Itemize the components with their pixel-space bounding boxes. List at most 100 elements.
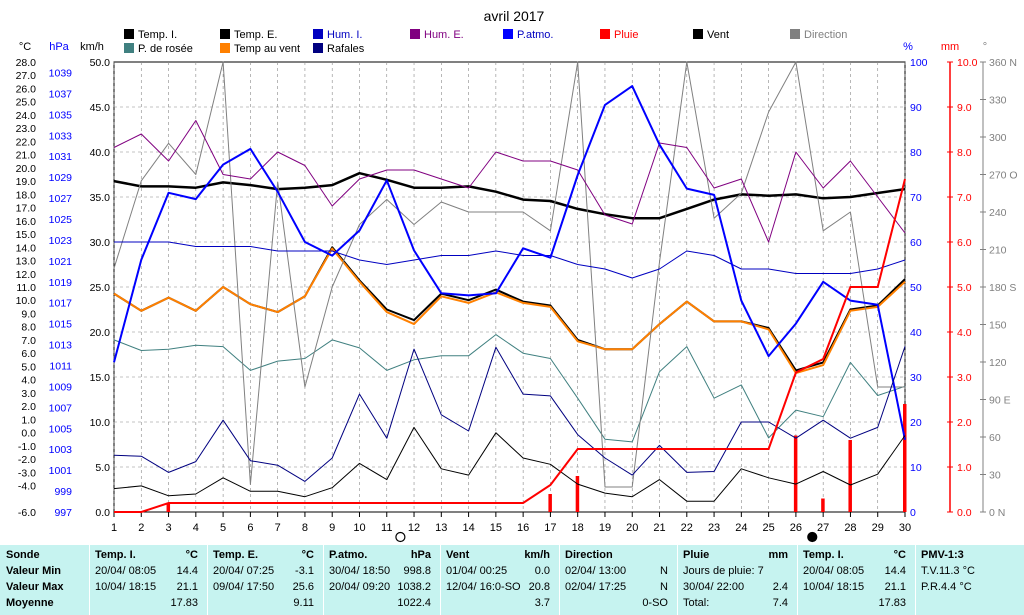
rain-tick-label: 1.0: [957, 462, 972, 474]
x-tick-label: 7: [275, 522, 281, 534]
temp-tick-label: 22.0: [16, 136, 37, 148]
legend-label: Direction: [804, 29, 847, 41]
press-unit-label: hPa: [49, 41, 69, 53]
legend-label: Temp au vent: [234, 43, 300, 55]
press-tick-label: 1009: [49, 381, 73, 393]
x-tick-label: 17: [544, 522, 556, 534]
table-cell-value: 14.4: [884, 565, 906, 577]
x-tick-label: 27: [817, 522, 829, 534]
series-line-hum-i: [114, 241, 906, 279]
legend-label: Hum. I.: [327, 29, 362, 41]
table-header: Pluie: [683, 549, 710, 561]
x-tick-label: 1: [111, 522, 117, 534]
table-header: Direction: [565, 549, 613, 561]
dir-tick-label: 30: [989, 470, 1001, 482]
legend-swatch: [410, 29, 420, 39]
table-column: Temp. I. °C 20/04/ 08:05 14.4 10/04/ 18:15 21…: [797, 545, 912, 615]
rain-bars: [166, 404, 907, 512]
rain-daily-bar: [848, 440, 852, 512]
dir-tick-label: 360 N: [989, 57, 1017, 69]
temp-tick-label: 10.0: [16, 295, 37, 307]
dir-tick-label: 330: [989, 95, 1007, 107]
legend-label: Temp. I.: [138, 29, 177, 41]
table-cell-time: Jours de pluie: 7: [683, 565, 764, 577]
dir-tick-label: 300: [989, 132, 1007, 144]
table-cell-value: 9.11: [293, 597, 314, 609]
temp-tick-label: 16.0: [16, 216, 37, 228]
rain-tick-label: 6.0: [957, 237, 972, 249]
x-tick-label: 11: [381, 522, 392, 534]
press-tick-label: 1013: [49, 340, 73, 352]
press-tick-label: 1029: [49, 172, 73, 184]
x-tick-label: 25: [762, 522, 774, 534]
temp-tick-label: -1.0: [18, 441, 36, 453]
x-tick-label: 29: [872, 522, 884, 534]
table-cell-time: 20/04/ 07:25: [213, 565, 275, 577]
x-tick-label: 12: [408, 522, 420, 534]
table-cell-time: 30/04/ 22:00: [683, 581, 745, 593]
dir-tick-label: 270 O: [989, 170, 1018, 182]
full-moon-icon: [395, 531, 406, 543]
table-unit: mm: [768, 549, 788, 561]
x-tick-label: 9: [329, 522, 335, 534]
temp-tick-label: -3.0: [18, 467, 36, 479]
wind-tick-label: 40.0: [90, 147, 111, 159]
table-cell-time: 09/04/ 17:50: [213, 581, 275, 593]
hum-tick-label: 80: [910, 147, 922, 159]
table-column: Direction 02/04/ 13:00 N 02/04/ 17:25 N 0-SO: [559, 545, 674, 615]
dir-tick-label: 150: [989, 320, 1007, 332]
legend-swatch: [220, 29, 230, 39]
temp-tick-label: -4.0: [18, 481, 36, 493]
table-header: P.atmo.: [329, 549, 368, 561]
table-cell-time: 02/04/ 17:25: [565, 581, 627, 593]
table-cell-time: 10/04/ 18:15: [95, 581, 157, 593]
table-cell-value: N: [660, 581, 668, 593]
table-cell-value: 3.7: [534, 597, 550, 609]
wind-unit-label: km/h: [80, 41, 104, 53]
table-header: Vent: [446, 549, 470, 561]
legend-swatch: [313, 43, 323, 53]
table-row-label: Moyenne: [6, 597, 54, 609]
axis-unit-labels: °C hPa km/h % mm °: [19, 41, 987, 53]
series-line-rafales: [113, 346, 906, 482]
x-tick-label: 6: [247, 522, 253, 534]
wind-tick-label: 20.0: [90, 327, 111, 339]
legend-swatch: [313, 29, 323, 39]
rain-tick-label: 3.0: [957, 372, 972, 384]
table-unit: km/h: [524, 549, 550, 561]
table-unit: °C: [185, 549, 198, 561]
table-cell-time: 01/04/ 00:25: [446, 565, 508, 577]
table-cell-value: N: [660, 565, 668, 577]
table-cell-value: 998.8: [403, 565, 431, 577]
temp-tick-label: 3.0: [21, 388, 36, 400]
hum-tick-label: 40: [910, 327, 922, 339]
table-header: Temp. I.: [95, 549, 136, 561]
temp-tick-label: 6.0: [21, 348, 36, 360]
temp-tick-label: 21.0: [16, 150, 37, 162]
table-cell-value: 0-SO: [642, 597, 668, 609]
x-tick-label: 28: [844, 522, 856, 534]
press-tick-label: 1025: [49, 214, 73, 226]
rain-daily-bar: [821, 498, 825, 512]
x-tick-label: 21: [653, 522, 665, 534]
legend-swatch: [503, 29, 513, 39]
table-cell-time: 20/04/ 08:05: [95, 565, 157, 577]
temp-tick-label: 25.0: [16, 97, 37, 109]
x-tick-label: 4: [193, 522, 199, 534]
table-cell-time: T.V.11.3 °C: [921, 565, 975, 577]
x-tick-label: 10: [353, 522, 365, 534]
temp-tick-label: 18.0: [16, 189, 37, 201]
x-tick-label: 23: [708, 522, 720, 534]
press-tick-label: 1005: [49, 423, 73, 435]
rain-unit-label: mm: [941, 41, 959, 53]
x-tick-label: 30: [899, 522, 911, 534]
wind-tick-label: 15.0: [90, 372, 111, 384]
temp-tick-label: 7.0: [21, 335, 36, 347]
press-tick-label: 1015: [49, 319, 73, 331]
temp-tick-label: 4.0: [21, 375, 36, 387]
table-row-label: Valeur Max: [6, 581, 64, 593]
x-tick-label: 13: [435, 522, 447, 534]
press-tick-label: 1007: [49, 402, 73, 414]
series-line-direction: [113, 61, 905, 488]
table-cell-value: 25.6: [292, 581, 314, 593]
